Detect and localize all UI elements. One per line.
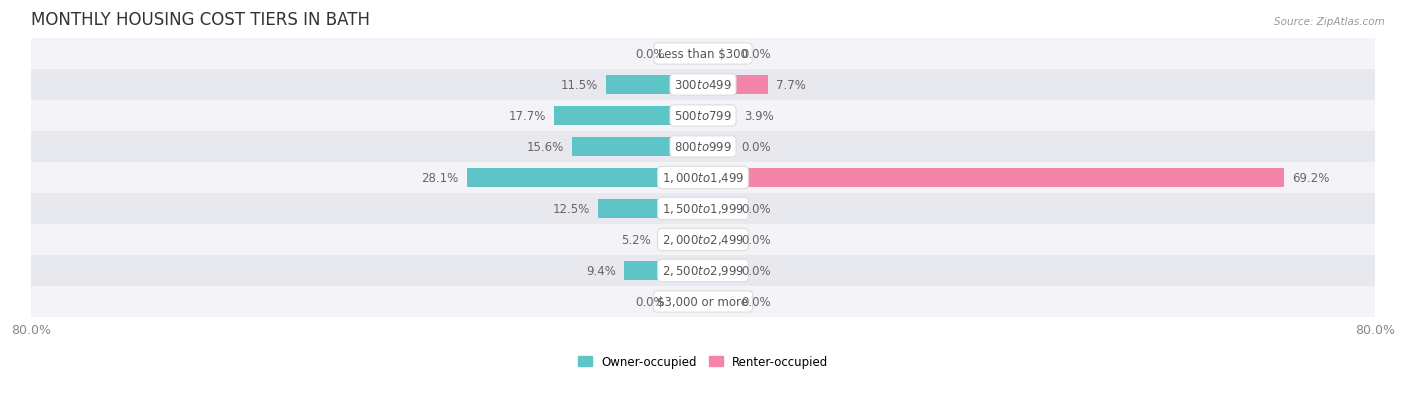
Text: $500 to $799: $500 to $799: [673, 110, 733, 123]
Bar: [703, 230, 733, 249]
Bar: [31, 39, 1375, 70]
Bar: [624, 261, 703, 280]
Text: 0.0%: 0.0%: [741, 295, 770, 308]
Bar: [31, 101, 1375, 132]
Text: 15.6%: 15.6%: [526, 141, 564, 154]
Bar: [703, 138, 733, 157]
Bar: [31, 132, 1375, 163]
Text: 5.2%: 5.2%: [621, 233, 651, 247]
Text: $300 to $499: $300 to $499: [673, 79, 733, 92]
Text: 9.4%: 9.4%: [586, 264, 616, 277]
Text: $3,000 or more: $3,000 or more: [658, 295, 748, 308]
Text: $800 to $999: $800 to $999: [673, 141, 733, 154]
Text: Less than $300: Less than $300: [658, 48, 748, 61]
Text: 0.0%: 0.0%: [636, 48, 665, 61]
Bar: [703, 45, 733, 64]
Text: 17.7%: 17.7%: [509, 110, 546, 123]
Bar: [673, 45, 703, 64]
Text: MONTHLY HOUSING COST TIERS IN BATH: MONTHLY HOUSING COST TIERS IN BATH: [31, 11, 370, 29]
Text: 69.2%: 69.2%: [1292, 171, 1330, 185]
Text: $1,500 to $1,999: $1,500 to $1,999: [662, 202, 744, 216]
Bar: [703, 107, 735, 126]
Bar: [31, 286, 1375, 317]
Bar: [31, 255, 1375, 286]
Bar: [659, 230, 703, 249]
Bar: [703, 76, 768, 95]
Bar: [673, 292, 703, 311]
Text: Source: ZipAtlas.com: Source: ZipAtlas.com: [1274, 17, 1385, 26]
Bar: [598, 200, 703, 218]
Bar: [31, 194, 1375, 224]
Text: 0.0%: 0.0%: [741, 202, 770, 216]
Text: $2,500 to $2,999: $2,500 to $2,999: [662, 264, 744, 278]
Bar: [703, 169, 1284, 188]
Text: 0.0%: 0.0%: [741, 141, 770, 154]
Legend: Owner-occupied, Renter-occupied: Owner-occupied, Renter-occupied: [572, 350, 834, 373]
Text: 11.5%: 11.5%: [561, 79, 598, 92]
Text: 0.0%: 0.0%: [636, 295, 665, 308]
Text: $1,000 to $1,499: $1,000 to $1,499: [662, 171, 744, 185]
Bar: [31, 70, 1375, 101]
Bar: [606, 76, 703, 95]
Text: 12.5%: 12.5%: [553, 202, 589, 216]
Bar: [703, 200, 733, 218]
Bar: [703, 292, 733, 311]
Text: 28.1%: 28.1%: [422, 171, 458, 185]
Bar: [554, 107, 703, 126]
Bar: [572, 138, 703, 157]
Bar: [31, 224, 1375, 255]
Text: 7.7%: 7.7%: [776, 79, 806, 92]
Bar: [31, 163, 1375, 194]
Text: 0.0%: 0.0%: [741, 264, 770, 277]
Bar: [467, 169, 703, 188]
Text: 0.0%: 0.0%: [741, 48, 770, 61]
Bar: [703, 261, 733, 280]
Text: 3.9%: 3.9%: [744, 110, 773, 123]
Text: 0.0%: 0.0%: [741, 233, 770, 247]
Text: $2,000 to $2,499: $2,000 to $2,499: [662, 233, 744, 247]
